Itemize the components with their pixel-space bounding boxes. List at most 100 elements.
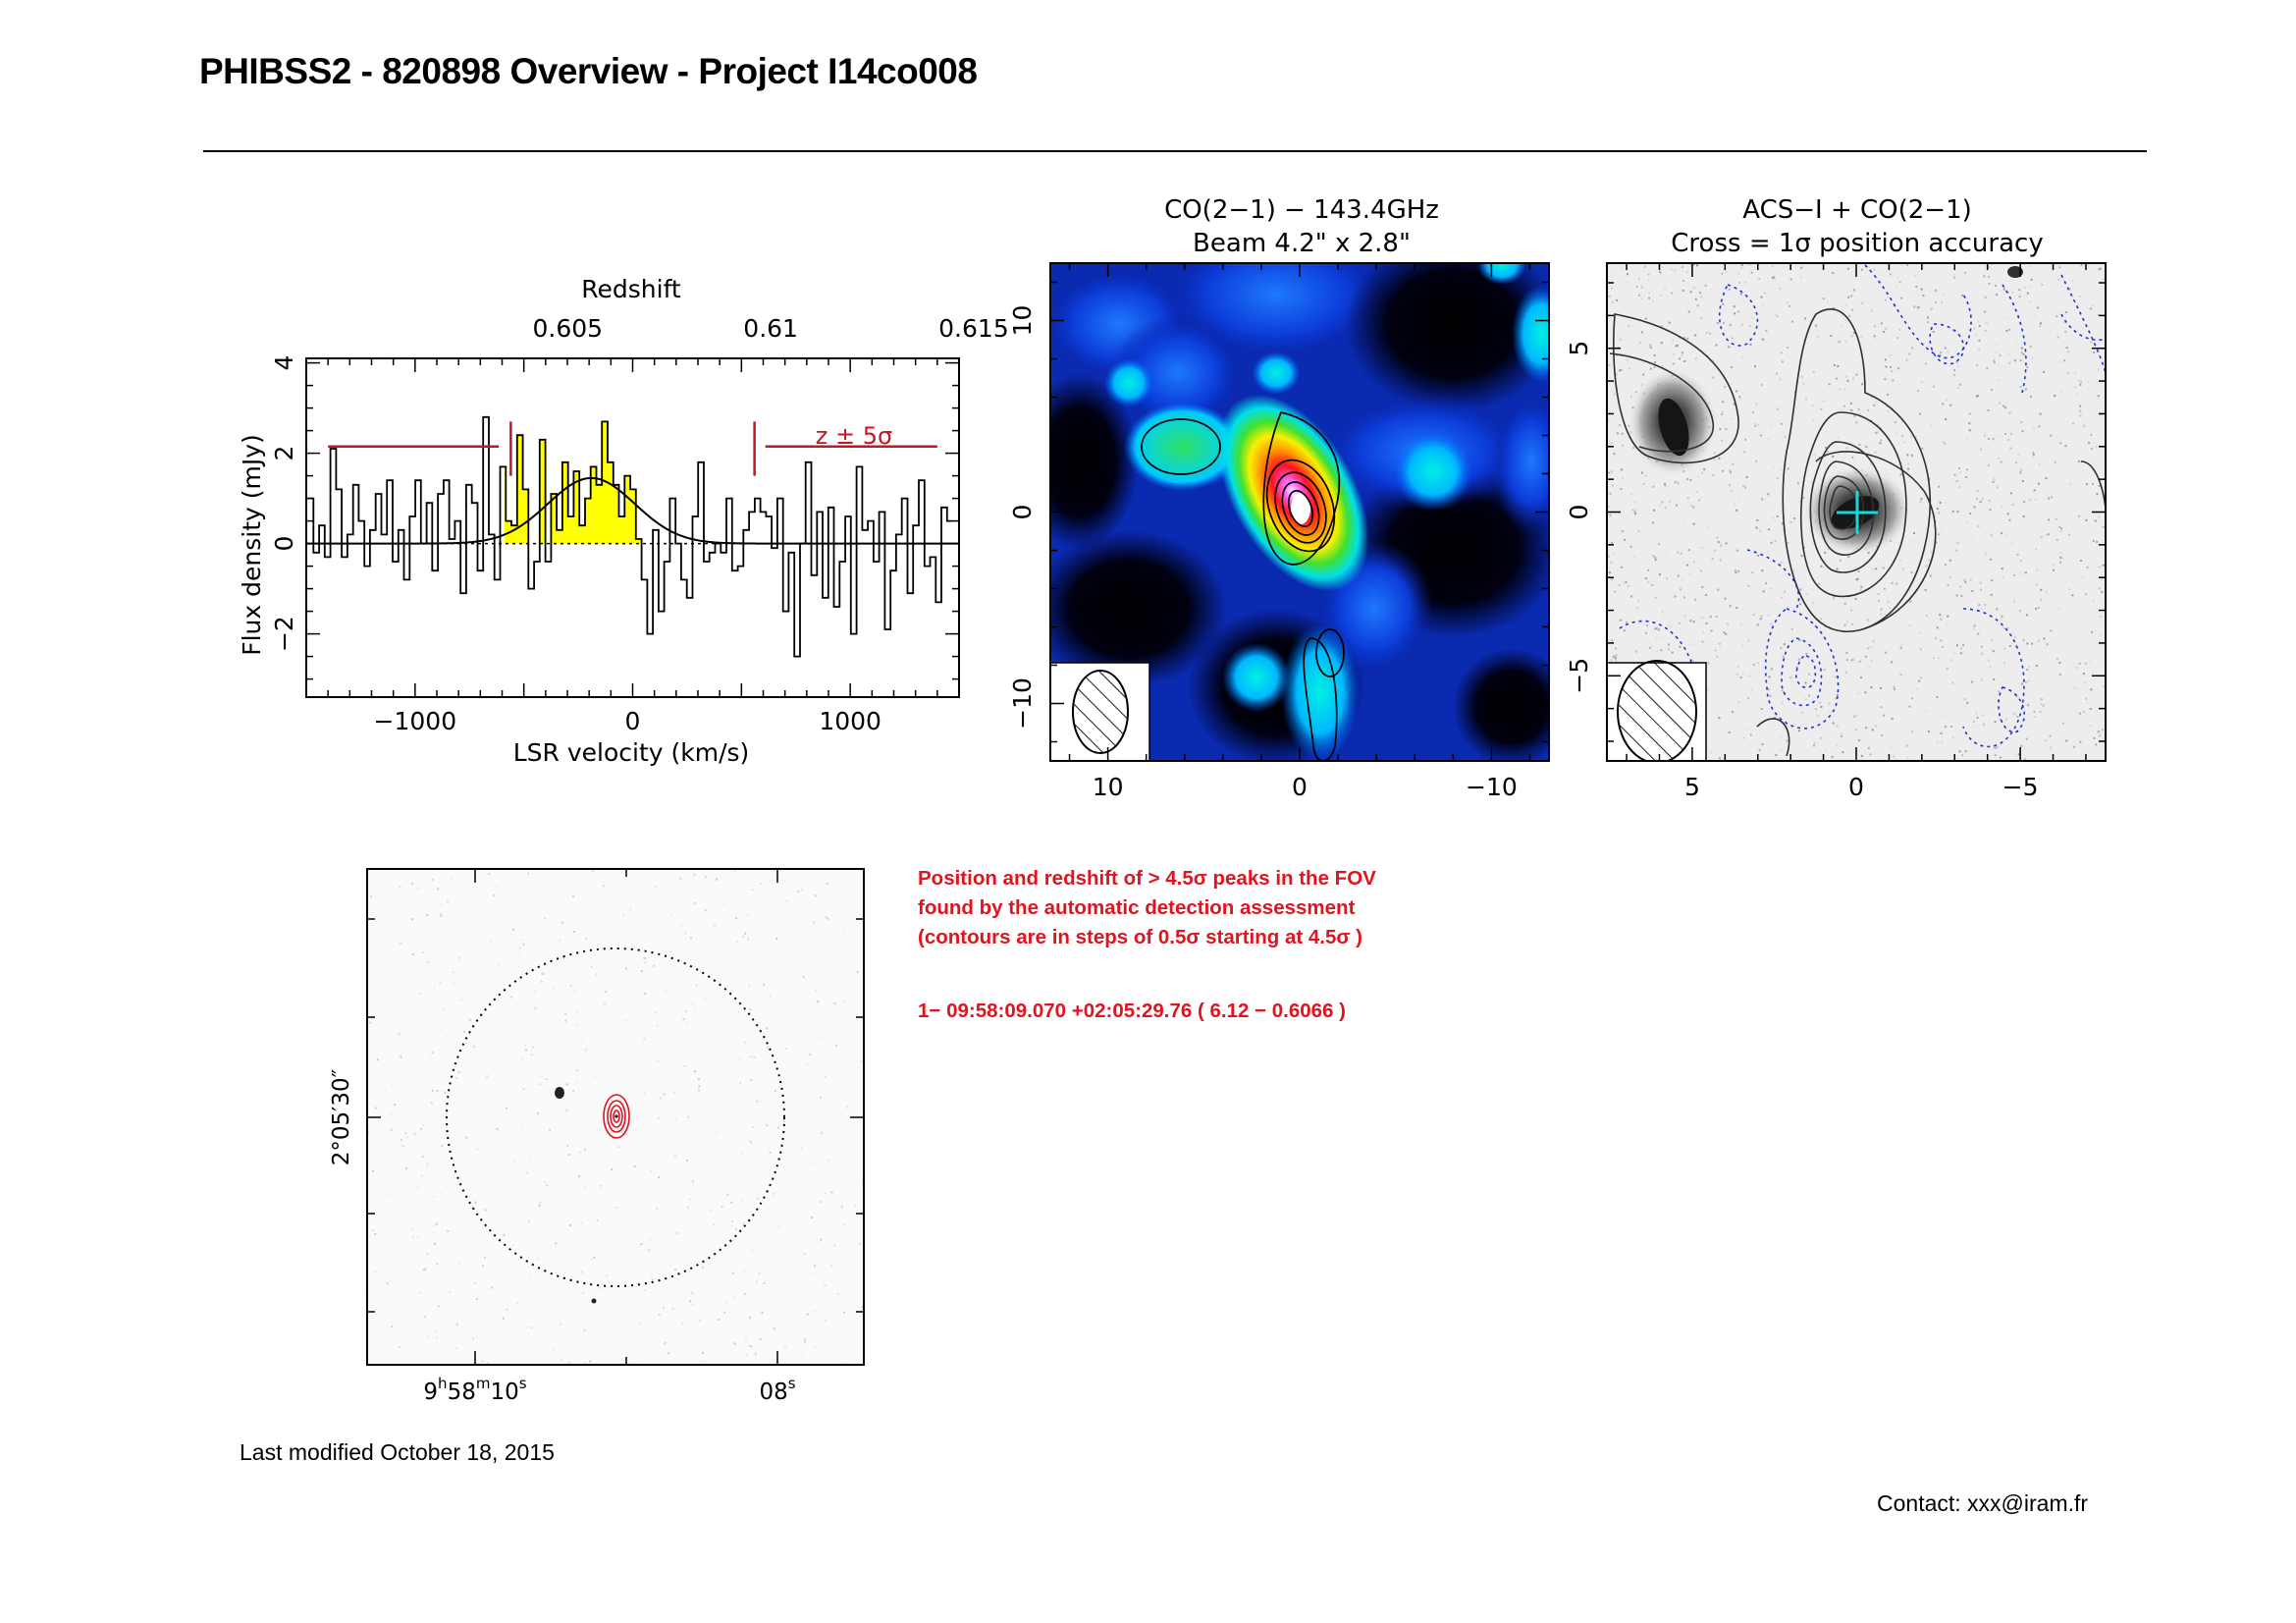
acs-noise-pixel [1738, 396, 1741, 399]
acs-noise-pixel [1639, 341, 1642, 344]
acs-noise-pixel [1673, 409, 1676, 412]
acs-noise-pixel [1892, 379, 1895, 382]
acs-noise-pixel [1992, 438, 1995, 441]
acs-noise-pixel [1615, 659, 1618, 662]
fov-noise-pixel [672, 1091, 675, 1094]
acs-noise-pixel [1760, 296, 1763, 298]
acs-noise-pixel [1642, 482, 1645, 485]
acs-noise-pixel [1833, 595, 1836, 598]
fov-noise-pixel [534, 1006, 537, 1009]
acs-noise-pixel [1621, 566, 1624, 568]
fov-noise-pixel [394, 1104, 397, 1107]
acs-noise-pixel [2006, 317, 2009, 320]
fov-noise-pixel [667, 1352, 670, 1355]
acs-noise-pixel [2063, 359, 2066, 362]
acs-noise-pixel [1867, 552, 1870, 555]
acs-noise-pixel [1959, 652, 1962, 655]
acs-noise-pixel [1919, 501, 1922, 504]
acs-noise-pixel [2048, 518, 2051, 521]
acs-noise-pixel [1692, 263, 1695, 266]
fov-noise-pixel [820, 1238, 823, 1241]
acs-noise-pixel [1870, 462, 1872, 465]
fov-noise-pixel [416, 1186, 419, 1189]
acs-noise-pixel [1820, 727, 1823, 730]
acs-noise-pixel [2078, 414, 2081, 417]
fov-noise-pixel [453, 983, 455, 986]
fov-noise-pixel [423, 1269, 425, 1271]
acs-noise-pixel [1761, 498, 1764, 501]
acs-noise-pixel [1751, 411, 1754, 414]
acs-noise-pixel [1826, 451, 1829, 454]
acs-noise-pixel [1951, 736, 1954, 739]
acs-noise-pixel [1652, 521, 1654, 524]
fov-noise-pixel [643, 1092, 646, 1095]
acs-noise-pixel [1685, 564, 1688, 567]
acs-noise-pixel [1725, 632, 1728, 635]
acs-noise-pixel [1970, 680, 1973, 683]
acs-noise-pixel [1994, 754, 1997, 756]
fov-noise-pixel [420, 1174, 423, 1177]
acs-noise-pixel [1756, 518, 1759, 521]
fov-noise-pixel [782, 1119, 785, 1122]
fov-noise-pixel [753, 1056, 756, 1059]
acs-noise-pixel [1709, 751, 1712, 754]
acs-noise-pixel [1798, 730, 1800, 732]
acs-noise-pixel [1875, 401, 1878, 404]
acs-noise-pixel [2033, 489, 2036, 492]
acs-noise-pixel [1750, 688, 1753, 691]
acs-noise-pixel [1828, 702, 1831, 705]
acs-noise-pixel [1742, 736, 1745, 739]
fov-noise-pixel [816, 1240, 819, 1243]
fov-noise-pixel [454, 1347, 457, 1350]
acs-noise-pixel [1958, 750, 1961, 753]
fov-noise-pixel [665, 1341, 667, 1344]
acs-noise-pixel [2029, 286, 2032, 289]
fov-noise-pixel [817, 1000, 820, 1002]
fov-noise-pixel [474, 1281, 477, 1284]
acs-noise-pixel [1858, 691, 1861, 694]
acs-noise-pixel [1670, 625, 1673, 628]
fov-noise-pixel [437, 1305, 440, 1308]
acs-noise-pixel [1721, 412, 1724, 415]
acs-noise-pixel [1837, 365, 1840, 367]
fov-noise-pixel [568, 1238, 571, 1241]
fov-noise-pixel [671, 1308, 674, 1310]
fov-noise-pixel [436, 1222, 438, 1225]
acs-noise-pixel [1887, 405, 1890, 407]
acs-noise-pixel [1966, 701, 1969, 704]
acs-noise-pixel [1978, 349, 1981, 352]
acs-noise-pixel [1762, 590, 1765, 593]
acs-noise-pixel [2023, 501, 2026, 504]
fov-noise-pixel [476, 1335, 479, 1338]
acs-noise-pixel [1667, 484, 1670, 487]
fov-noise-pixel [496, 886, 499, 889]
fov-noise-pixel [779, 1113, 782, 1116]
acs-noise-pixel [1626, 281, 1629, 283]
acs-noise-pixel [1700, 703, 1703, 705]
fov-noise-pixel [525, 1049, 527, 1052]
acs-noise-pixel [1770, 668, 1773, 671]
acs-noise-pixel [1988, 283, 1991, 285]
acs-noise-pixel [2008, 645, 2011, 648]
spectrum-fill-bar [506, 520, 512, 544]
acs-noise-pixel [1852, 332, 1855, 335]
fov-noise-pixel [824, 1075, 827, 1078]
acs-noise-pixel [1840, 559, 1842, 562]
co-map-x-tick-label: 10 [1093, 773, 1124, 801]
acs-noise-pixel [1834, 562, 1837, 564]
acs-noise-pixel [2000, 460, 2002, 463]
fov-noise-pixel [440, 903, 443, 906]
acs-noise-pixel [1678, 622, 1681, 624]
acs-noise-pixel [1681, 352, 1683, 354]
acs-noise-pixel [2006, 291, 2009, 294]
acs-noise-pixel [1751, 316, 1754, 319]
acs-noise-pixel [2099, 731, 2102, 734]
acs-noise-pixel [1649, 449, 1652, 452]
acs-noise-pixel [2049, 746, 2052, 749]
acs-noise-pixel [1966, 468, 1968, 471]
acs-noise-pixel [1835, 744, 1838, 747]
fov-noise-pixel [602, 885, 605, 888]
acs-noise-pixel [1900, 297, 1903, 299]
acs-noise-pixel [1612, 300, 1614, 303]
acs-noise-pixel [1901, 568, 1904, 570]
